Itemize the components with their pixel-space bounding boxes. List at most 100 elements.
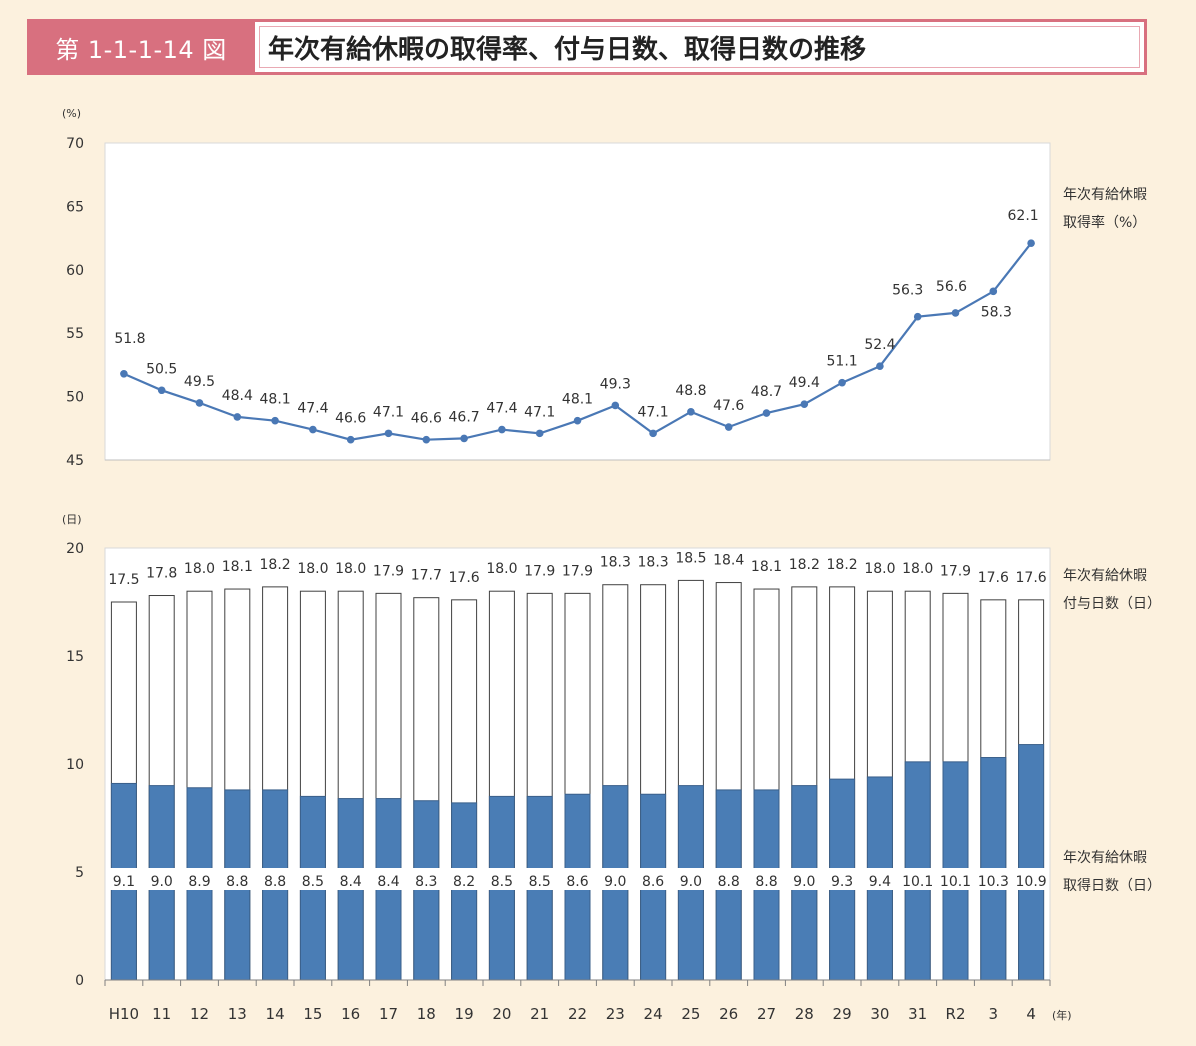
acquisition-rate-point: [762, 409, 771, 417]
granted-days-label: 18.0: [335, 561, 366, 577]
acquisition-rate-label: 50.5: [146, 361, 177, 377]
taken-days-label: 8.8: [264, 874, 286, 890]
taken-days-label: 8.6: [566, 874, 588, 890]
x-tick-label: 27: [757, 1005, 776, 1023]
acquisition-rate-point: [649, 429, 657, 438]
acquisition-rate-point: [195, 399, 204, 407]
title-box: 年次有給休暇の取得率、付与日数、取得日数の推移: [255, 19, 1147, 75]
granted-days-label: 18.3: [600, 555, 631, 571]
granted-days-label: 18.1: [222, 559, 253, 575]
acquisition-rate-point: [800, 400, 809, 409]
x-tick-label: 13: [228, 1005, 247, 1023]
line-series-label: 年次有給休暇: [1063, 187, 1147, 203]
granted-days-label: 18.0: [486, 561, 517, 577]
acquisition-rate-label: 46.6: [411, 411, 442, 427]
acquisition-rate-point: [989, 287, 998, 296]
x-tick-label: H10: [109, 1005, 139, 1023]
acquisition-rate-label: 48.4: [222, 388, 253, 404]
bar-y-tick-label: 15: [66, 649, 84, 665]
taken-days-label: 10.3: [978, 874, 1009, 890]
granted-days-label: 17.6: [449, 570, 480, 586]
taken-days-label: 8.4: [377, 874, 399, 890]
acquisition-rate-point: [535, 429, 544, 438]
figure-title: 年次有給休暇の取得率、付与日数、取得日数の推移: [259, 26, 1140, 68]
x-tick-label: 29: [833, 1005, 852, 1023]
taken-days-label: 10.9: [1016, 874, 1047, 890]
x-tick-label: 23: [606, 1005, 625, 1023]
figure-header: 第 1-1-1-14 図 年次有給休暇の取得率、付与日数、取得日数の推移: [27, 19, 1147, 75]
acquisition-rate-label: 56.6: [936, 279, 967, 295]
granted-days-label: 17.9: [373, 563, 404, 579]
taken-days-label: 8.8: [718, 874, 740, 890]
acquisition-rate-point: [1027, 239, 1035, 247]
x-tick-label: 18: [417, 1005, 436, 1023]
x-tick-label: 30: [870, 1005, 889, 1023]
granted-days-label: 18.2: [260, 557, 291, 573]
acquisition-rate-label: 56.3: [892, 283, 923, 299]
line-y-tick-label: 45: [66, 453, 84, 469]
taken-days-label-bg: [143, 868, 180, 890]
acquisition-rate-label: 48.7: [751, 384, 782, 400]
acquisition-rate-point: [233, 413, 242, 421]
bar-y-tick-label: 0: [75, 973, 84, 989]
taken-series-label: 年次有給休暇: [1063, 850, 1147, 866]
acquisition-rate-point: [309, 425, 317, 434]
granted-days-label: 18.0: [297, 561, 328, 577]
granted-days-label: 18.0: [184, 561, 215, 577]
taken-days-label: 9.0: [793, 874, 815, 890]
taken-days-label-bg: [483, 868, 520, 890]
bar-y-tick-label: 10: [66, 757, 84, 773]
taken-days-bar: [413, 800, 440, 981]
granted-days-label: 18.0: [902, 561, 933, 577]
granted-days-label: 18.5: [675, 550, 706, 566]
x-tick-label: 24: [644, 1005, 663, 1023]
taken-days-label: 8.5: [529, 874, 551, 890]
acquisition-rate-label: 49.5: [184, 374, 215, 390]
taken-days-label: 8.9: [188, 874, 210, 890]
acquisition-rate-point: [422, 435, 431, 444]
x-tick-label: 11: [152, 1005, 171, 1023]
taken-days-bar: [1018, 744, 1045, 981]
taken-days-label-bg: [181, 868, 218, 890]
line-y-tick-label: 50: [66, 390, 84, 406]
granted-days-label: 17.7: [411, 568, 442, 584]
taken-days-label: 8.6: [642, 874, 664, 890]
granted-days-label: 18.0: [864, 561, 895, 577]
acquisition-rate-label: 46.6: [335, 411, 366, 427]
x-tick-label: 21: [530, 1005, 549, 1023]
granted-days-label: 17.9: [562, 563, 593, 579]
line-y-tick-label: 65: [66, 199, 84, 215]
acquisition-rate-label: 47.1: [524, 404, 555, 420]
taken-days-label-bg: [597, 868, 634, 890]
taken-days-label-bg: [257, 868, 294, 890]
acquisition-rate-label: 52.4: [864, 337, 895, 353]
taken-days-bar: [451, 802, 478, 981]
x-unit: (年): [1052, 1008, 1072, 1022]
acquisition-rate-label: 47.4: [297, 401, 328, 417]
granted-days-label: 18.4: [713, 553, 744, 569]
bar-y-tick-label: 5: [75, 865, 84, 881]
x-tick-label: 26: [719, 1005, 738, 1023]
taken-days-label-bg: [786, 868, 823, 890]
taken-days-label: 8.8: [755, 874, 777, 890]
granted-days-label: 18.1: [751, 559, 782, 575]
taken-days-label-bg: [710, 868, 747, 890]
granted-days-label: 17.9: [940, 563, 971, 579]
acquisition-rate-point: [271, 416, 279, 425]
x-tick-label: 4: [1026, 1005, 1036, 1023]
x-tick-label: 15: [303, 1005, 322, 1023]
line-series-label: 取得率（%）: [1063, 214, 1146, 231]
taken-days-label: 9.0: [604, 874, 626, 890]
taken-days-label: 10.1: [902, 874, 933, 890]
acquisition-rate-label: 48.1: [562, 392, 593, 408]
taken-days-label-bg: [975, 868, 1012, 890]
taken-days-label: 8.5: [491, 874, 513, 890]
taken-days-label-bg: [105, 868, 142, 890]
taken-days-label: 8.3: [415, 874, 437, 890]
taken-days-label-bg: [824, 868, 861, 890]
acquisition-rate-point: [724, 423, 733, 431]
acquisition-rate-label: 47.6: [713, 398, 744, 414]
x-tick-label: 22: [568, 1005, 587, 1023]
taken-days-label-bg: [748, 868, 785, 890]
